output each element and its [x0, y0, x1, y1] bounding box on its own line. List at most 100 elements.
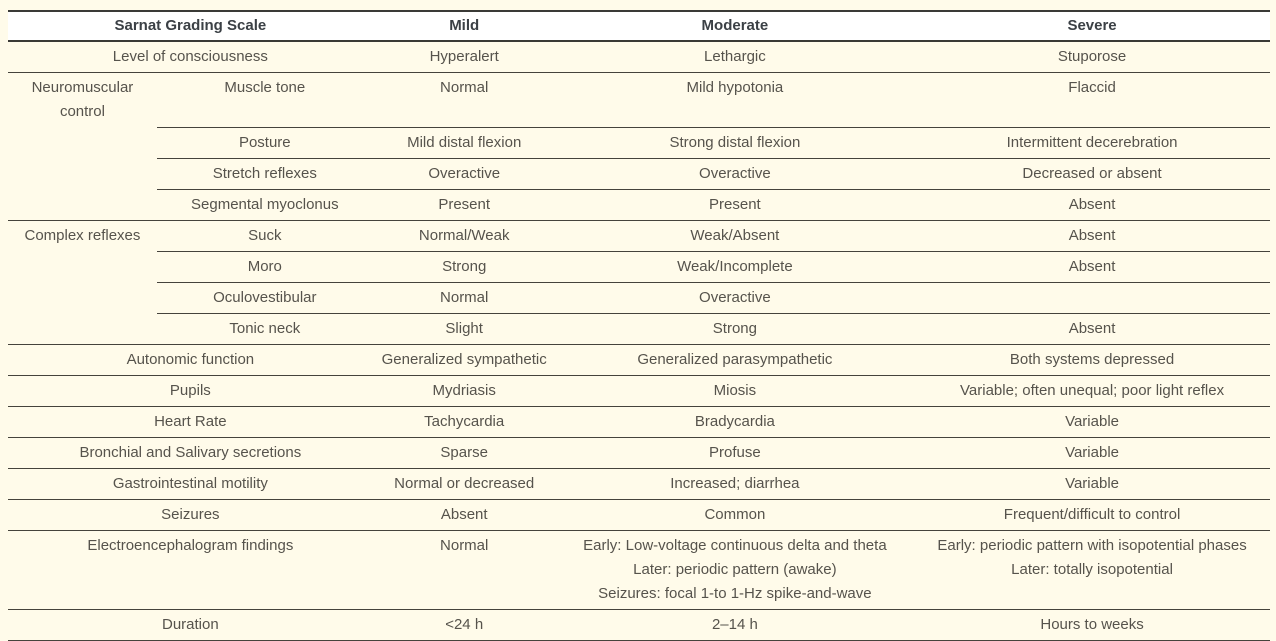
severe-cell: Flaccid — [914, 72, 1270, 128]
table-row: Autonomic function Generalized sympatheti… — [8, 344, 1270, 376]
moderate-cell: Present — [555, 189, 915, 221]
severe-cell: Variable — [914, 468, 1270, 500]
table-row: Posture Mild distal flexion Strong distal … — [8, 127, 1270, 159]
moderate-cell: Weak/Absent — [555, 220, 915, 252]
row-label-cell: Seizures — [8, 499, 373, 531]
item-cell: Moro — [156, 251, 373, 283]
row-label-cell: Electroencephalogram findings — [8, 530, 373, 610]
mild-cell: Overactive — [372, 158, 556, 190]
category-cell — [8, 282, 157, 313]
column-header-moderate: Moderate — [555, 10, 915, 42]
mild-cell: Generalized sympathetic — [372, 344, 556, 376]
table-row: Neuromuscular control Muscle tone Normal Mi… — [8, 72, 1270, 128]
table-row: Moro Strong Weak/Incomplete Absent — [8, 251, 1270, 283]
moderate-cell: Common — [555, 499, 915, 531]
table-row: Electroencephalogram findings Normal Early… — [8, 530, 1270, 610]
mild-cell: Normal — [372, 282, 556, 314]
table-row: Bronchial and Salivary secretions Sparse P… — [8, 437, 1270, 469]
moderate-cell: Profuse — [555, 437, 915, 469]
category-cell — [8, 127, 157, 158]
severe-cell: Absent — [914, 189, 1270, 221]
table-row: Pupils Mydriasis Miosis Variable; often une… — [8, 375, 1270, 407]
table-body: Level of consciousness Hyperalert Lethargi… — [8, 41, 1270, 641]
category-cell: Complex reflexes — [24, 226, 141, 244]
table-row: Segmental myoclonus Present Present Absent — [8, 189, 1270, 221]
severe-cell: Frequent/difficult to control — [914, 499, 1270, 531]
severe-cell: Both systems depressed — [914, 344, 1270, 376]
table-row: Seizures Absent Common Frequent/difficult t… — [8, 499, 1270, 531]
mild-cell: Absent — [372, 499, 556, 531]
column-header-severe: Severe — [914, 10, 1270, 42]
mild-cell: <24 h — [372, 609, 556, 641]
mild-cell: Normal — [372, 72, 556, 128]
mild-cell: Hyperalert — [372, 41, 556, 73]
table-row: Tonic neck Slight Strong Absent — [8, 313, 1270, 345]
severe-cell: Early: periodic pattern with isopotentia… — [914, 530, 1270, 610]
mild-cell: Strong — [372, 251, 556, 283]
row-label-cell: Bronchial and Salivary secretions — [8, 437, 373, 469]
mild-cell: Slight — [372, 313, 556, 345]
moderate-cell: Miosis — [555, 375, 915, 407]
moderate-cell: Strong distal flexion — [555, 127, 915, 159]
moderate-cell: Bradycardia — [555, 406, 915, 438]
moderate-cell: Lethargic — [555, 41, 915, 73]
row-label-cell: Autonomic function — [8, 344, 373, 376]
row-label-cell: Pupils — [8, 375, 373, 407]
table-row: Stretch reflexes Overactive Overactive Decr… — [8, 158, 1270, 190]
item-cell: Posture — [156, 127, 373, 159]
category-cell — [8, 251, 157, 282]
row-label-cell: Duration — [8, 609, 373, 641]
mild-cell: Mild distal flexion — [372, 127, 556, 159]
item-cell: Oculovestibular — [156, 282, 373, 314]
cell-line: Early: periodic pattern with isopotentia… — [937, 536, 1247, 554]
mild-cell: Mydriasis — [372, 375, 556, 407]
severe-cell: Stuporose — [914, 41, 1270, 73]
table-row: Gastrointestinal motility Normal or decre… — [8, 468, 1270, 500]
moderate-cell: Early: Low-voltage continuous delta and … — [555, 530, 915, 610]
mild-cell: Normal or decreased — [372, 468, 556, 500]
table-row: Level of consciousness Hyperalert Lethargi… — [8, 41, 1270, 73]
category-cell — [8, 158, 157, 189]
cell-line: Later: totally isopotential — [1011, 560, 1173, 578]
category-cell: Neuromuscular control — [31, 79, 134, 120]
severe-cell: Intermittent decerebration — [914, 127, 1270, 159]
item-cell: Stretch reflexes — [156, 158, 373, 190]
severe-cell — [914, 282, 1270, 314]
moderate-cell: 2–14 h — [555, 609, 915, 641]
row-label-cell: Gastrointestinal motility — [8, 468, 373, 500]
severe-cell: Absent — [914, 220, 1270, 252]
item-cell: Tonic neck — [156, 313, 373, 345]
severe-cell: Absent — [914, 251, 1270, 283]
sarnat-grading-table: Sarnat Grading Scale Mild Moderate Sever… — [8, 10, 1270, 641]
severe-cell: Absent — [914, 313, 1270, 345]
table-row: Complex reflexes Suck Normal/Weak Weak/Abse… — [8, 220, 1270, 252]
cell-line: Seizures: focal 1-to 1-Hz spike-and-wave — [598, 584, 872, 602]
table-row: Heart Rate Tachycardia Bradycardia Variable — [8, 406, 1270, 438]
row-label-cell: Level of consciousness — [8, 41, 373, 73]
moderate-cell: Strong — [555, 313, 915, 345]
moderate-cell: Increased; diarrhea — [555, 468, 915, 500]
category-cell — [8, 313, 157, 345]
severe-cell: Variable — [914, 406, 1270, 438]
severe-cell: Hours to weeks — [914, 609, 1270, 641]
moderate-cell: Overactive — [555, 282, 915, 314]
item-cell: Suck — [156, 220, 373, 252]
column-header-mild: Mild — [372, 10, 556, 42]
header-row: Sarnat Grading Scale Mild Moderate Sever… — [8, 10, 1270, 42]
severe-cell: Decreased or absent — [914, 158, 1270, 190]
cell-line: Later: periodic pattern (awake) — [633, 560, 837, 578]
mild-cell: Normal — [372, 530, 556, 610]
moderate-cell: Weak/Incomplete — [555, 251, 915, 283]
category-cell — [8, 189, 157, 221]
severe-cell: Variable; often unequal; poor light refl… — [914, 375, 1270, 407]
cell-line: Early: Low-voltage continuous delta and … — [583, 536, 887, 554]
mild-cell: Normal/Weak — [372, 220, 556, 252]
mild-cell: Sparse — [372, 437, 556, 469]
table-row: Oculovestibular Normal Overactive — [8, 282, 1270, 314]
mild-cell: Tachycardia — [372, 406, 556, 438]
moderate-cell: Generalized parasympathetic — [555, 344, 915, 376]
severe-cell: Variable — [914, 437, 1270, 469]
mild-cell: Present — [372, 189, 556, 221]
item-cell: Segmental myoclonus — [156, 189, 373, 221]
row-label-cell: Heart Rate — [8, 406, 373, 438]
